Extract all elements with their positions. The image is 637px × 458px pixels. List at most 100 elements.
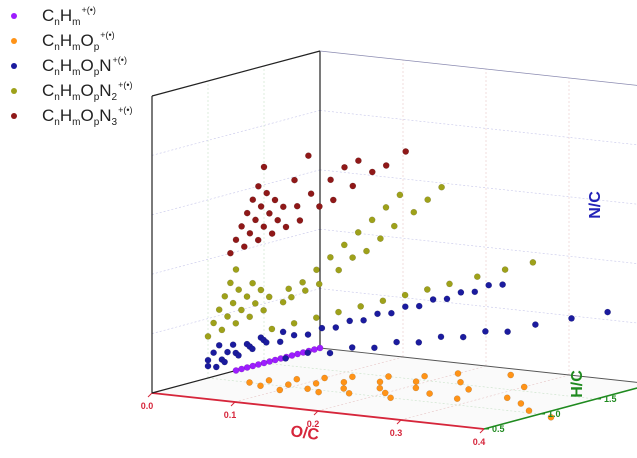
- data-point-cnhmopn3: [271, 196, 279, 204]
- data-point-cnhmop: [284, 381, 292, 388]
- data-point-cnhmopn2: [368, 216, 376, 224]
- data-point-cnhmopn: [318, 324, 326, 332]
- data-point-cnhmop: [265, 377, 273, 384]
- data-point-cnhmopn2: [327, 253, 334, 261]
- data-point-cnhmopn: [371, 344, 378, 352]
- grid-line-z-side: [151, 110, 321, 156]
- data-point-cnhmopn2: [446, 280, 453, 288]
- data-point-cnhmopn3: [257, 203, 265, 210]
- floor-panel: [152, 348, 637, 429]
- data-point-cnhmopn: [393, 338, 400, 346]
- data-point-cnhmopn2: [410, 208, 418, 216]
- z-axis-label: N/C: [587, 191, 604, 219]
- data-point-cnhmopn2: [246, 313, 253, 321]
- legend-marker-cnhmopn3: [11, 113, 17, 119]
- data-point-cnhmopn3: [260, 223, 268, 230]
- legend-label-cnhmopn2: CnHmOpN2+(•): [42, 80, 133, 103]
- data-point-cnhmopn: [304, 349, 312, 357]
- data-point-cnhmopn: [304, 331, 312, 338]
- data-point-cnhmopn2: [390, 222, 398, 230]
- data-point-cnhmopn: [210, 349, 217, 357]
- data-point-cnhmopn2: [382, 204, 390, 211]
- grid-line-x-floor: [400, 374, 570, 421]
- data-point-cnhmopn2: [218, 326, 226, 334]
- data-point-cnhmopn2: [438, 183, 445, 191]
- legend-label-cnhmopn3: CnHmOpN3+(•): [42, 105, 133, 128]
- data-point-cnhmop: [381, 389, 389, 397]
- x-tick-mark: [313, 410, 319, 416]
- data-point-cnhmop: [525, 407, 533, 415]
- data-point-cnhmop: [520, 383, 528, 391]
- data-point-cnhmopn3: [402, 148, 410, 155]
- grid-line-z-side: [151, 288, 321, 334]
- data-point-cnhmopn3: [382, 162, 390, 169]
- data-point-cnhmopn2: [210, 319, 217, 327]
- data-point-cnhmopn3: [355, 157, 362, 164]
- data-point-cnhmopn: [374, 310, 381, 318]
- y-tick-label: 0.5: [492, 424, 505, 434]
- data-point-cnhmop: [426, 390, 433, 397]
- grid-line-z-side: [151, 169, 321, 216]
- x-tick-label: 0.3: [390, 428, 403, 438]
- data-point-cnhmopn: [459, 333, 467, 341]
- data-point-cnhmopn3: [279, 203, 287, 211]
- data-point-cnhmopn2: [229, 299, 237, 307]
- x-axis-label: O/C: [289, 423, 320, 444]
- data-point-cnhm: [271, 356, 279, 364]
- axis-panels: [152, 51, 637, 429]
- legend-marker-cnhmopn: [11, 63, 17, 69]
- data-point-cnhm: [266, 358, 273, 365]
- y-tick-label: 1.5: [604, 394, 617, 404]
- data-point-cnhmopn2: [354, 229, 362, 236]
- data-point-cnhmopn2: [221, 292, 229, 300]
- legend-label-cnhmopn: CnHmOpN+(•): [42, 55, 127, 78]
- data-point-cnhmop: [517, 400, 525, 407]
- data-point-cnhmop: [453, 395, 461, 403]
- data-point-cnhmopn2: [315, 280, 323, 288]
- data-point-cnhmopn3: [266, 210, 273, 217]
- data-point-cnhmopn3: [268, 230, 276, 237]
- data-point-cnhmopn: [229, 341, 237, 349]
- data-point-cnhmopn2: [377, 235, 384, 242]
- data-point-cnhmopn: [282, 355, 289, 362]
- data-point-cnhmopn: [604, 308, 611, 316]
- data-point-cnhmopn: [568, 315, 575, 322]
- data-point-cnhmopn: [457, 289, 465, 296]
- data-point-cnhmopn2: [313, 266, 320, 274]
- frame-edge-top-left: [151, 50, 321, 97]
- x-tick-mark: [479, 428, 485, 434]
- data-point-cnhmopn3: [252, 216, 259, 224]
- data-point-cnhmopn2: [335, 308, 342, 316]
- data-point-cnhmopn2: [268, 325, 276, 333]
- data-point-cnhmopn: [532, 321, 539, 328]
- data-point-cnhmop: [340, 378, 348, 386]
- data-point-cnhmopn3: [249, 196, 257, 203]
- data-point-cnhmop: [315, 388, 322, 396]
- data-point-cnhmopn2: [349, 254, 356, 261]
- x-tick-label: 0.2: [307, 419, 320, 429]
- data-point-cnhmopn: [326, 349, 334, 357]
- data-point-cnhmopn2: [238, 306, 245, 314]
- data-point-cnhmopn2: [301, 287, 309, 294]
- grid-line-x-floor: [234, 356, 404, 403]
- data-point-cnhmopn3: [307, 190, 315, 197]
- data-point-cnhmopn2: [215, 306, 223, 314]
- data-point-cnhmop: [465, 386, 472, 393]
- data-point-cnhmopn: [262, 339, 270, 346]
- x-tick-label: 0.0: [141, 401, 154, 411]
- data-point-cnhmopn2: [260, 306, 267, 314]
- data-point-cnhmop: [246, 379, 253, 386]
- data-point-cnhmopn: [204, 362, 212, 370]
- data-point-cnhmopn2: [227, 279, 234, 287]
- data-point-cnhmopn3: [254, 236, 262, 244]
- frame-edge-back-floor: [319, 347, 637, 383]
- data-point-cnhmopn2: [299, 278, 306, 286]
- axis-ticks: 0.00.10.20.30.40.51.01.52.00.00.10.20.30…: [141, 392, 617, 447]
- data-point-cnhmopn: [388, 309, 395, 317]
- data-point-cnhmopn: [482, 328, 489, 335]
- data-point-cnhmopn2: [396, 191, 404, 199]
- data-point-cnhmop: [293, 375, 301, 383]
- data-point-cnhmopn: [332, 324, 340, 331]
- x-tick-mark: [147, 392, 153, 398]
- data-point-cnhmopn3: [263, 189, 271, 197]
